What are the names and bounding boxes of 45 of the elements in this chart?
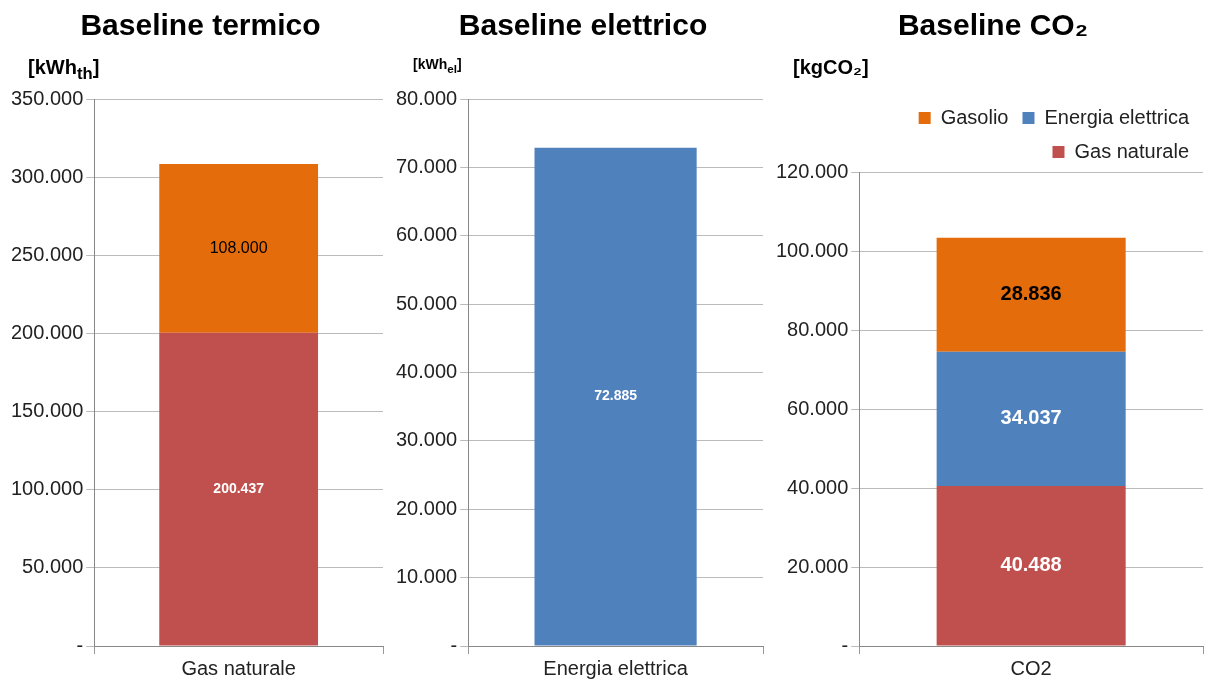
y-tick-label: 50.000: [22, 555, 84, 578]
y-tick-label: -: [841, 633, 849, 656]
y-tick-label: 40.000: [787, 475, 849, 498]
y-axis-title: [kWh$_{el}$]: [412, 56, 463, 77]
y-tick-label: 200.000: [11, 320, 84, 343]
chart-title: Baseline termico: [79, 8, 322, 43]
data-label: 40.488: [1000, 553, 1062, 576]
chart-title: Baseline CO₂: [896, 8, 1090, 43]
y-tick-label: 40.000: [396, 360, 458, 383]
x-tick-label: CO2: [1010, 656, 1052, 679]
y-tick-label: 70.000: [396, 154, 458, 177]
y-tick-label: -: [76, 633, 84, 656]
y-tick-label: 150.000: [11, 399, 84, 422]
y-tick-label: 30.000: [396, 428, 458, 451]
chart-title: Baseline elettrico: [457, 8, 709, 43]
data-label: 34.037: [1000, 406, 1062, 429]
y-tick-label: 60.000: [396, 223, 458, 246]
data-label: 200.437: [213, 479, 265, 496]
y-tick-label: 120.000: [776, 159, 849, 182]
data-label: 72.885: [594, 387, 638, 404]
y-axis-title: [kWh$_{th}$]: [27, 56, 101, 84]
y-tick-label: 10.000: [396, 565, 458, 588]
y-tick-label: 250.000: [11, 242, 84, 265]
legend-label: Energia elettrica: [1044, 105, 1190, 128]
legend-label: Gas naturale: [1074, 139, 1189, 162]
y-tick-label: 80.000: [396, 86, 458, 109]
data-label: 108.000: [209, 238, 268, 256]
y-axis-title: [kgCO₂]: [792, 56, 870, 80]
data-label: 28.836: [1000, 282, 1062, 305]
bar: [936, 351, 1126, 487]
y-tick-label: 50.000: [396, 291, 458, 314]
y-tick-label: 20.000: [396, 496, 458, 519]
bar: [936, 237, 1126, 352]
x-tick-label: Gas naturale: [181, 656, 296, 679]
y-tick-label: 100.000: [11, 477, 84, 500]
x-tick-label: Energia elettrica: [543, 656, 689, 679]
y-tick-label: 350.000: [11, 86, 84, 109]
y-tick-label: 20.000: [787, 554, 849, 577]
legend-label: Gasolio: [940, 105, 1009, 128]
y-tick-label: 80.000: [787, 317, 849, 340]
y-tick-label: 300.000: [11, 164, 84, 187]
y-tick-label: 60.000: [787, 396, 849, 419]
y-tick-label: -: [450, 633, 458, 656]
y-tick-label: 100.000: [776, 238, 849, 261]
bar: [936, 486, 1126, 646]
